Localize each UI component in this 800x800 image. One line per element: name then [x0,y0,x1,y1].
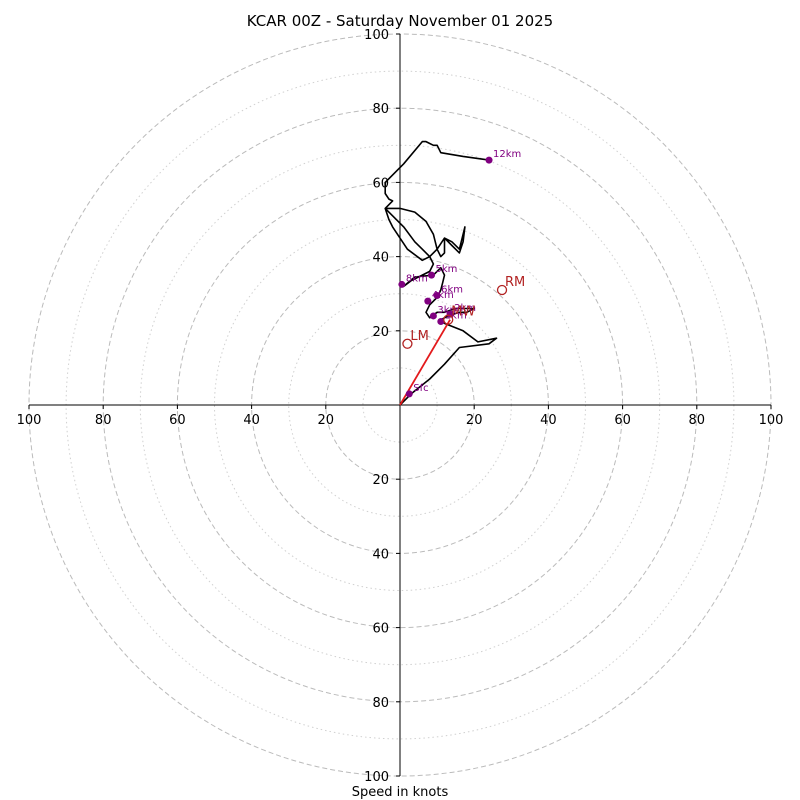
height-marker-8km [398,280,406,288]
height-label-1km: 1km [445,311,467,322]
height-label-5km: 5km [436,264,458,275]
hodograph-trace-group [384,140,498,406]
tick-label-left: 60 [169,413,186,428]
height-label-2km: 2km [454,303,476,314]
height-label-6km: 6km [441,285,463,296]
chart-title: KCAR 00Z - Saturday November 01 2025 [247,12,553,30]
height-label-Sfc: Sfc [413,383,428,394]
tick-label-top: 80 [372,102,389,117]
tick-label-top: 100 [364,28,389,43]
tick-label-top: 40 [372,251,389,266]
height-label-8km: 8km [406,273,428,284]
storm-label-RM: RM [505,275,525,290]
height-label-3km: 3km [437,305,459,316]
height-marker-12km [485,156,493,164]
tick-labels: 100 80 60 40 20 20 40 60 80 100 100 80 60 40 20 20 40 60 8… [17,28,784,785]
height-marker-Sfc [405,390,413,398]
tick-label-bottom: 20 [372,473,389,488]
height-marker-1km [437,318,445,326]
height-marker-4km [424,297,432,305]
tick-label-right: 80 [689,413,706,428]
height-label-4km: 4km [432,290,454,301]
hodograph-trace [384,140,498,406]
height-label-12km: 12km [493,149,521,160]
tick-label-right: 60 [614,413,631,428]
tick-label-right: 100 [759,413,784,428]
height-marker-3km [429,312,437,320]
tick-label-top: 20 [372,325,389,340]
tick-label-bottom: 40 [372,547,389,562]
storm-marker-RM [496,284,508,296]
tick-label-bottom: 60 [372,622,389,637]
storm-motion-markers: RM LM MW [402,275,525,349]
tick-label-left: 40 [243,413,260,428]
tick-label-left: 80 [95,413,112,428]
height-marker-2km [446,310,454,318]
tick-label-bottom: 80 [372,696,389,711]
tick-label-right: 40 [540,413,557,428]
tick-label-bottom: 100 [364,770,389,785]
height-marker-6km [433,292,441,300]
tick-label-left: 100 [17,413,42,428]
x-axis-label: Speed in knots [352,785,449,800]
storm-marker-LM [402,338,413,349]
storm-label-LM: LM [410,329,428,344]
tick-label-left: 20 [318,413,335,428]
storm-marker-MW [443,314,454,325]
tick-label-right: 20 [466,413,483,428]
tick-label-top: 60 [372,176,389,191]
height-marker-5km [428,271,436,279]
storm-label-MW: MW [451,305,475,320]
